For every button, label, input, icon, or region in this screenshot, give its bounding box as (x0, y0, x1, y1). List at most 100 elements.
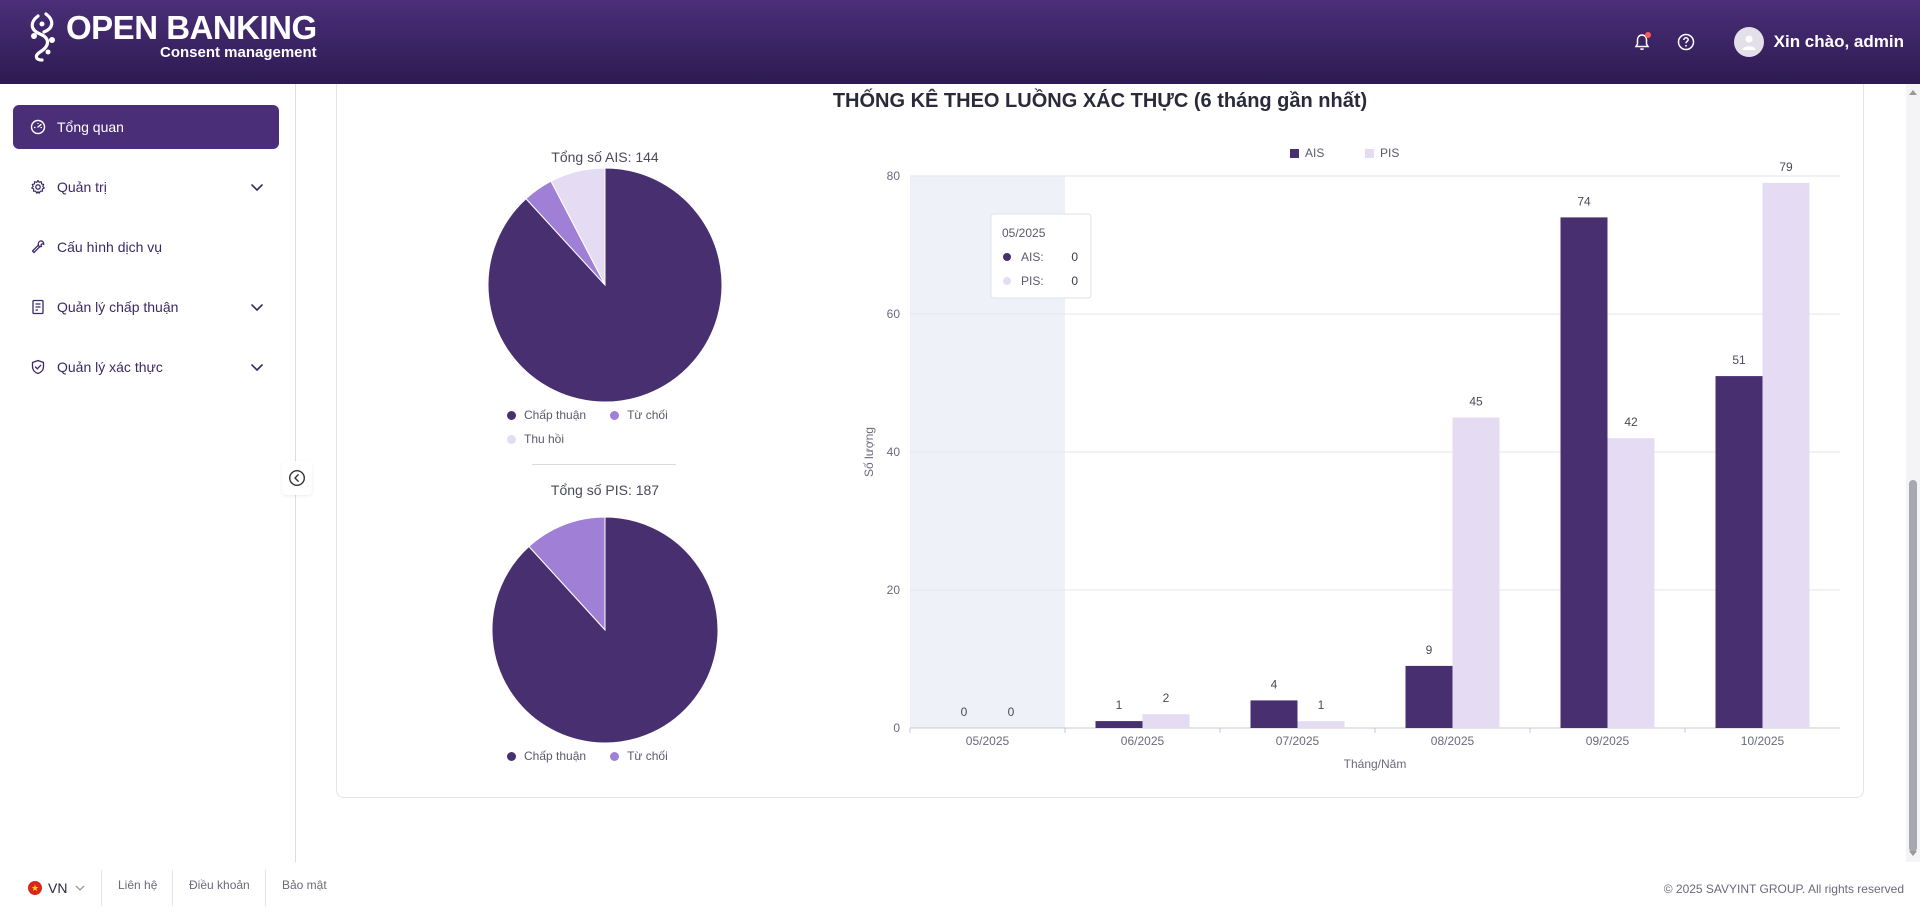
bell-icon[interactable] (1632, 32, 1652, 52)
bar-ais-07-2025[interactable] (1250, 700, 1298, 728)
user-greeting[interactable]: Xin chào, admin (1773, 32, 1904, 51)
sidebar-item-label: Quản lý chấp thuận (57, 299, 179, 315)
legend-label: Từ chối (627, 749, 668, 763)
bar-ais-10-2025[interactable] (1715, 376, 1763, 728)
sidebar-item-overview[interactable]: Tổng quan (13, 105, 279, 149)
pis-slice-từ-chối[interactable] (528, 516, 606, 632)
legend-label-ais[interactable]: AIS (1305, 146, 1324, 160)
x-tick-label: 08/2025 (1431, 734, 1475, 748)
scroll-thumb[interactable] (1909, 480, 1917, 852)
brand-title: OPEN BANKING (66, 9, 317, 46)
sidebar-item-label: Quản lý xác thực (57, 359, 163, 375)
chart-tooltip: 05/2025 AIS: 0 PIS: 0 (990, 213, 1092, 299)
bar-pis-10-2025[interactable] (1762, 182, 1810, 728)
sidebar-item-admin[interactable]: Quản trị (13, 165, 279, 209)
footer-link-terms[interactable]: Điều khoản (189, 878, 250, 892)
x-tick-label: 05/2025 (966, 734, 1010, 748)
scroll-down-icon[interactable] (1909, 851, 1917, 857)
tooltip-dot (1003, 277, 1011, 285)
sidebar-item-label: Quản trị (57, 179, 107, 195)
legend-swatch-ais[interactable] (1290, 149, 1299, 158)
y-tick-label: 20 (887, 583, 901, 597)
legend-item[interactable]: Chấp thuận (507, 749, 586, 763)
legend-item[interactable]: Từ chối (610, 749, 668, 763)
legend-label: Chấp thuận (524, 749, 587, 763)
x-tick-label: 06/2025 (1121, 734, 1165, 748)
sidebar-item-label: Tổng quan (57, 119, 124, 135)
document-icon (29, 298, 47, 316)
sidebar-collapse-button[interactable] (282, 461, 312, 495)
legend-label: Từ chối (627, 408, 668, 422)
ais-pie-chart (487, 167, 723, 403)
bar-pis-06-2025[interactable] (1142, 714, 1190, 728)
y-tick-label: 60 (887, 307, 901, 321)
wrench-icon (29, 238, 47, 256)
bar-value-label: 51 (1732, 353, 1746, 367)
tooltip-series-value: 0 (1071, 250, 1078, 264)
legend-item[interactable]: Thu hồi (507, 432, 564, 446)
chevron-down-icon[interactable] (249, 359, 265, 375)
sidebar-item-service-config[interactable]: Cấu hình dịch vụ (13, 225, 279, 269)
avatar[interactable] (1733, 27, 1764, 57)
bar-ais-06-2025[interactable] (1095, 721, 1143, 728)
footer-divider (172, 870, 173, 906)
bar-pis-08-2025[interactable] (1452, 417, 1500, 729)
ais-slice-chấp-thuận[interactable] (487, 167, 723, 403)
brand-subtitle: Consent management (159, 44, 317, 61)
bar-value-label: 1 (1318, 698, 1325, 712)
y-tick-label: 0 (893, 721, 900, 735)
pis-pie-legend: Chấp thuận Từ chối (507, 749, 692, 763)
page-scrollbar[interactable] (1906, 84, 1920, 862)
bar-pis-07-2025[interactable] (1297, 721, 1345, 728)
language-label: VN (48, 880, 68, 896)
pie-divider (532, 464, 676, 465)
sidebar: Tổng quan Quản trị Cấu hình dịch vụ Quản… (0, 84, 296, 862)
bar-value-label: 79 (1779, 160, 1793, 174)
sidebar-item-consent-management[interactable]: Quản lý chấp thuận (13, 285, 279, 329)
y-tick-label: 40 (887, 445, 901, 459)
footer-link-privacy[interactable]: Bảo mật (282, 878, 327, 892)
tooltip-dot (1003, 253, 1011, 261)
bar-value-label: 4 (1271, 677, 1278, 691)
legend-item[interactable]: Từ chối (610, 408, 668, 422)
x-tick-label: 07/2025 (1276, 734, 1320, 748)
brand-logo[interactable]: OPEN BANKING Consent management (26, 10, 317, 62)
tooltip-title: 05/2025 (1002, 226, 1046, 240)
x-tick-label: 10/2025 (1741, 734, 1785, 748)
pis-slice-chấp-thuận[interactable] (491, 516, 719, 744)
gear-icon (29, 178, 47, 196)
tooltip-series-name: PIS: (1021, 274, 1044, 288)
ais-pie-title: Tổng số AIS: 144 (551, 149, 659, 165)
bar-value-label: 42 (1624, 415, 1638, 429)
chevron-down-icon[interactable] (249, 179, 265, 195)
vietnam-flag-icon: ★ (28, 881, 42, 895)
bar-ais-09-2025[interactable] (1560, 217, 1608, 728)
bar-ais-08-2025[interactable] (1405, 665, 1453, 728)
language-selector[interactable]: ★ VN (28, 880, 85, 896)
x-tick-label: 09/2025 (1586, 734, 1630, 748)
sidebar-item-auth-management[interactable]: Quản lý xác thực (13, 345, 279, 389)
help-icon[interactable] (1676, 32, 1696, 52)
bar-value-label: 1 (1116, 698, 1123, 712)
page-title: THỐNG KÊ THEO LUỒNG XÁC THỰC (6 tháng gầ… (832, 90, 1368, 112)
bar-value-label: 9 (1426, 643, 1433, 657)
footer-divider (265, 870, 266, 906)
legend-label: Chấp thuận (524, 408, 587, 422)
shield-icon (29, 358, 47, 376)
y-axis-label: Số lượng (862, 427, 876, 477)
chevron-left-circle-icon (288, 469, 306, 487)
top-header: OPEN BANKING Consent management Xin chào… (0, 0, 1920, 84)
footer-link-contact[interactable]: Liên hệ (118, 878, 158, 892)
x-axis-label: Tháng/Năm (1344, 757, 1407, 771)
bar-pis-09-2025[interactable] (1607, 438, 1655, 728)
legend-label-pis[interactable]: PIS (1380, 146, 1399, 160)
logo-mark-icon (30, 12, 55, 62)
bar-value-label: 45 (1469, 395, 1483, 409)
ais-pie-legend: Chấp thuận Từ chối (507, 408, 692, 422)
legend-swatch-pis[interactable] (1365, 149, 1374, 158)
legend-item[interactable]: Chấp thuận (507, 408, 586, 422)
pis-pie-chart (491, 516, 719, 744)
footer: ★ VN Liên hệ Điều khoản Bảo mật © 2025 S… (0, 862, 1920, 917)
chevron-down-icon[interactable] (249, 299, 265, 315)
scroll-up-icon[interactable] (1909, 89, 1917, 95)
